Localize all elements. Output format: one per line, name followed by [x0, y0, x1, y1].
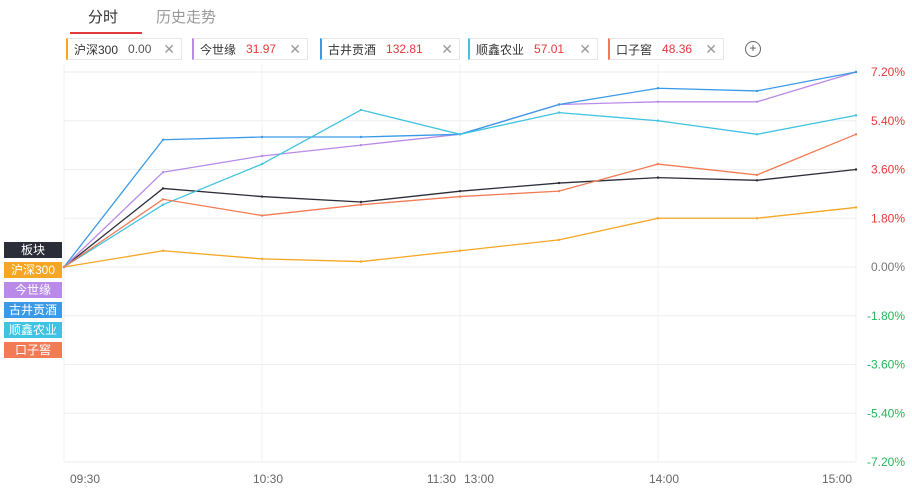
series-point: [854, 133, 858, 136]
series-point: [260, 214, 264, 217]
series-point: [854, 168, 858, 171]
series-point: [359, 143, 363, 147]
series-point: [656, 176, 660, 179]
stock-chip-kouzijiao[interactable]: 口子窖 48.36 ✕: [608, 38, 724, 60]
stock-chip-shunxin[interactable]: 顺鑫农业 57.01 ✕: [468, 38, 598, 60]
close-icon[interactable]: ✕: [705, 41, 717, 57]
close-icon[interactable]: ✕: [289, 41, 301, 57]
series-point: [359, 260, 363, 263]
series-point: [161, 138, 165, 141]
legend-item-gujinggong: 古井贡酒: [4, 302, 62, 318]
close-icon[interactable]: ✕: [163, 41, 175, 57]
series-point: [656, 87, 660, 90]
series-point: [359, 203, 363, 206]
series-point: [656, 119, 660, 122]
y-tick-label: -1.80%: [867, 309, 905, 323]
series-point: [854, 114, 858, 117]
series-point: [755, 133, 759, 136]
add-stock-icon[interactable]: +: [745, 41, 761, 57]
compare-stock-bar: 沪深300 0.00 ✕ 今世缘 31.97 ✕ 古井贡酒 132.81 ✕ 顺…: [0, 36, 912, 64]
legend-item-hs300: 沪深300: [4, 262, 62, 278]
series-point: [161, 198, 165, 201]
series-point: [755, 179, 759, 182]
legend-item-kouzijiao: 口子窖: [4, 342, 62, 358]
series-point: [62, 265, 66, 269]
x-tick-label: 13:00: [464, 472, 494, 486]
tab-bar: 分时 历史走势: [0, 0, 912, 34]
x-tick-label: 10:30: [253, 472, 283, 486]
stock-chip-name: 古井贡酒: [328, 42, 377, 57]
x-tick-label: 15:00: [822, 472, 852, 486]
series-point: [260, 154, 264, 158]
series-point: [458, 195, 462, 198]
series-point: [260, 135, 264, 139]
stock-chip-name: 口子窖: [616, 42, 653, 57]
series-point: [656, 162, 660, 166]
y-tick-label: -3.60%: [867, 358, 905, 372]
y-tick-label: 5.40%: [871, 114, 905, 128]
series-point: [458, 133, 462, 136]
x-tick-label: 11:30: [427, 472, 456, 486]
series-point: [656, 100, 660, 103]
x-tick-label: 09:30: [70, 472, 100, 486]
stock-chip-hs300[interactable]: 沪深300 0.00 ✕: [66, 38, 182, 60]
legend-item-shunxin: 顺鑫农业: [4, 322, 62, 338]
close-icon[interactable]: ✕: [441, 41, 453, 57]
series-point: [755, 100, 759, 103]
series-point: [260, 195, 264, 198]
series-point: [359, 108, 363, 112]
tab-intraday[interactable]: 分时: [88, 9, 119, 26]
series-point: [161, 171, 165, 174]
series-point: [656, 217, 660, 220]
y-tick-label: -5.40%: [867, 406, 905, 420]
series-point: [458, 189, 462, 193]
close-icon[interactable]: ✕: [579, 41, 591, 57]
stock-chip-value: 31.97: [246, 42, 277, 56]
stock-chip-value: 132.81: [386, 42, 423, 56]
stock-chip-name: 顺鑫农业: [476, 42, 525, 57]
stock-chip-value: 0.00: [128, 42, 152, 56]
series-point: [755, 89, 759, 93]
series-point: [557, 189, 561, 193]
stock-chip-name: 今世缘: [200, 42, 237, 57]
stock-chip-name: 沪深300: [74, 42, 119, 57]
series-point: [161, 203, 165, 206]
series-point: [854, 206, 858, 209]
y-tick-label: 0.00%: [871, 260, 905, 274]
series-point: [458, 249, 462, 252]
y-tick-label: -7.20%: [867, 455, 905, 469]
y-tick-label: 3.60%: [871, 163, 905, 177]
stock-chip-value: 48.36: [662, 42, 693, 56]
series-point: [260, 162, 264, 166]
series-point: [755, 173, 759, 177]
series-point: [359, 200, 363, 204]
series-point: [359, 135, 363, 139]
legend-item-sector: 板块: [4, 242, 62, 258]
series-point: [557, 181, 561, 185]
series-point: [161, 187, 165, 190]
stock-chip-jinshiyuan[interactable]: 今世缘 31.97 ✕: [192, 38, 308, 60]
stock-chip-gujinggong[interactable]: 古井贡酒 132.81 ✕: [320, 38, 460, 60]
series-point: [260, 257, 264, 261]
series-point: [755, 217, 759, 220]
y-tick-label: 1.80%: [871, 211, 905, 225]
tab-history[interactable]: 历史走势: [156, 9, 217, 26]
y-tick-label: 7.20%: [871, 65, 905, 79]
series-point: [557, 103, 561, 106]
series-point: [557, 111, 561, 114]
x-tick-label: 14:00: [649, 472, 679, 486]
active-tab-underline: [70, 32, 142, 34]
legend-item-jinshiyuan: 今世缘: [4, 282, 62, 298]
series-point: [161, 249, 165, 252]
stock-chip-value: 57.01: [534, 42, 565, 56]
series-point: [557, 238, 561, 242]
series-point: [854, 70, 858, 74]
